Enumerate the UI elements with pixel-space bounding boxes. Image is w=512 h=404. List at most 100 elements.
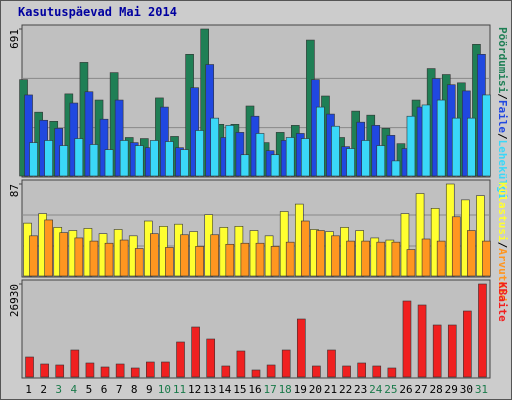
bar (119, 239, 129, 277)
bar (300, 138, 310, 177)
bar (266, 364, 276, 378)
bar (478, 283, 487, 378)
chart-title: Kasutuspäevad Mai 2014 (18, 5, 177, 19)
bar (29, 235, 38, 277)
x-tick-label: 22 (339, 383, 352, 396)
x-tick-label: 30 (460, 383, 473, 396)
bar (221, 365, 231, 378)
bar (406, 115, 416, 177)
bar (451, 117, 461, 177)
bar (391, 160, 401, 177)
bar (130, 367, 140, 378)
bar (180, 149, 189, 177)
x-tick-label: 8 (131, 383, 138, 396)
bar (240, 154, 250, 177)
bar (206, 338, 216, 378)
bar (180, 234, 189, 277)
y-tick-label: 691 (8, 29, 21, 49)
x-tick-label: 26 (399, 383, 412, 396)
x-tick-label: 14 (218, 383, 232, 396)
bar (372, 365, 382, 378)
bar (327, 349, 336, 378)
legend-entry: Pöördumisi (496, 27, 509, 94)
bar (361, 240, 370, 277)
x-tick-label: 24 (369, 383, 383, 396)
x-tick-label: 18 (279, 383, 292, 396)
bar (161, 361, 170, 378)
bar (436, 240, 446, 277)
bar (402, 300, 412, 378)
bar (210, 234, 220, 277)
bar (331, 235, 340, 277)
bar (391, 241, 401, 277)
legend: Külastusi/Arvuteid (496, 182, 509, 301)
bar (146, 361, 155, 378)
x-tick-label: 19 (294, 383, 307, 396)
bar (482, 240, 491, 277)
bar (74, 237, 84, 277)
bar (225, 125, 235, 177)
x-tick-label: 2 (40, 383, 47, 396)
bar (55, 364, 65, 378)
bar (59, 145, 69, 177)
bar (415, 193, 425, 277)
bar (100, 366, 110, 378)
bar (70, 349, 80, 378)
y-tick-label: 87 (8, 184, 21, 197)
bar (150, 140, 159, 177)
legend-entry: Faile (496, 100, 509, 133)
bar (346, 148, 355, 177)
bar (225, 243, 235, 277)
x-tick-label: 16 (248, 383, 261, 396)
bar (285, 137, 295, 177)
bar (467, 117, 476, 177)
bar (482, 94, 491, 177)
bar (251, 369, 261, 378)
bar (476, 195, 485, 277)
bar (44, 219, 53, 277)
bar (285, 241, 295, 277)
bar (59, 232, 69, 277)
bar (235, 132, 245, 177)
legend-separator: / (496, 133, 509, 140)
bar (406, 249, 416, 277)
bar (134, 248, 144, 277)
x-tick-label: 11 (173, 383, 186, 396)
bar (25, 356, 34, 378)
bar (300, 220, 310, 277)
bar (210, 117, 220, 177)
x-tick-label: 20 (309, 383, 322, 396)
x-tick-label: 9 (146, 383, 153, 396)
legend-entry: Arvuteid (496, 248, 509, 301)
bar (74, 138, 84, 177)
bar (165, 247, 174, 277)
bar (270, 154, 280, 177)
x-tick-label: 4 (71, 383, 78, 396)
bar (346, 240, 355, 277)
bar (40, 363, 49, 378)
bar (236, 350, 246, 378)
x-tick-label: 3 (55, 383, 62, 396)
y-tick-label: 26930 (8, 284, 21, 317)
bar (316, 106, 325, 177)
legend-separator: / (496, 242, 509, 249)
bar (436, 99, 446, 177)
bar (432, 324, 442, 378)
bar (467, 230, 476, 277)
bar (240, 242, 250, 277)
legend-separator: / (496, 93, 509, 100)
x-tick-label: 23 (354, 383, 367, 396)
x-tick-label: 21 (324, 383, 337, 396)
bar (421, 104, 431, 177)
legend-entry: KBaite (496, 282, 509, 322)
x-tick-label: 7 (116, 383, 123, 396)
bar (312, 365, 321, 378)
bar (89, 240, 99, 277)
bar (270, 246, 280, 277)
bar (255, 133, 265, 177)
bar (386, 135, 396, 177)
bar (85, 362, 95, 378)
bar (24, 94, 33, 177)
bar (29, 142, 38, 177)
bar (357, 362, 366, 378)
